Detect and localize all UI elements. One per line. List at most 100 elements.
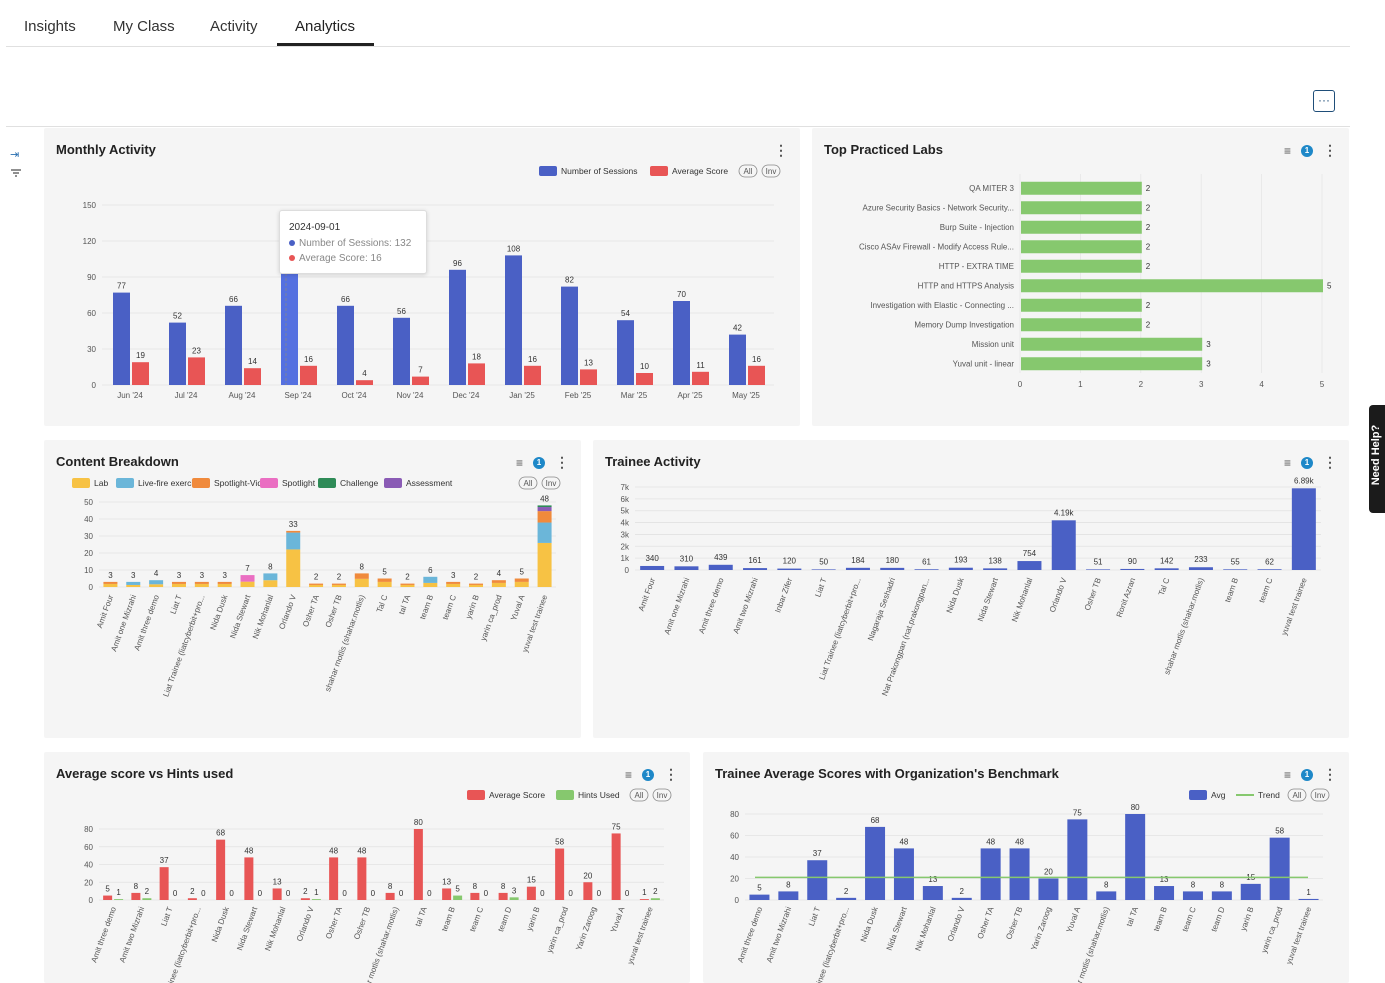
x-tick-label: Nida Stewart <box>976 576 1000 623</box>
more-options-button[interactable]: ··· <box>1313 90 1335 112</box>
tab-analytics[interactable]: Analytics <box>295 18 356 35</box>
y-tick-label: Azure Security Basics - Network Security… <box>863 203 1014 212</box>
legend-swatch <box>539 166 557 176</box>
y-tick-label: 60 <box>87 309 96 318</box>
y-tick-label: 30 <box>84 532 93 541</box>
x-tick-label: team B <box>440 906 457 933</box>
kebab-menu-icon[interactable]: ⋮ <box>1323 454 1337 470</box>
data-label: 13 <box>442 877 451 886</box>
data-label: 1 <box>314 888 319 897</box>
data-label: 8 <box>473 882 478 891</box>
y-tick-label: Memory Dump Investigation <box>914 320 1014 329</box>
legend-all-toggle <box>629 788 649 802</box>
card-title: Monthly Activity <box>56 142 156 157</box>
tooltip-score: Average Score: 16 <box>289 253 382 264</box>
x-tick-label: Orlando V <box>295 905 316 943</box>
content-segment <box>103 581 118 584</box>
data-label: 80 <box>1131 803 1140 812</box>
score-bar <box>413 829 423 900</box>
data-label: 5 <box>757 884 762 893</box>
data-label: 4 <box>497 569 502 578</box>
data-label: 4 <box>362 369 367 378</box>
filter-icon[interactable]: ≡ <box>1283 143 1291 158</box>
legend-label: Trend <box>1258 790 1280 800</box>
content-segment <box>537 511 552 523</box>
kebab-menu-icon[interactable]: ⋮ <box>555 454 569 470</box>
content-segment <box>377 581 392 587</box>
content-segment <box>400 583 415 585</box>
data-label: 3 <box>177 571 182 580</box>
divider <box>6 126 1350 127</box>
kebab-menu-icon[interactable]: ⋮ <box>1323 766 1337 782</box>
card-title: Average score vs Hints used <box>56 766 234 781</box>
x-tick-label: Liat T <box>813 577 828 599</box>
content-segment <box>537 505 552 508</box>
data-label: 2 <box>960 887 965 896</box>
data-label: 55 <box>1231 557 1240 566</box>
score-bar <box>300 898 310 900</box>
data-label: 2 <box>844 887 849 896</box>
legend-label: Number of Sessions <box>561 166 638 176</box>
tab-insights[interactable]: Insights <box>24 18 76 35</box>
score-bar <box>580 369 597 385</box>
filter-icon[interactable]: ≡ <box>515 455 523 470</box>
avg-bar <box>1182 891 1203 900</box>
x-tick-label: Amit three demo <box>697 576 726 635</box>
kebab-menu-icon[interactable]: ⋮ <box>1323 142 1337 158</box>
activity-bar <box>1086 569 1111 570</box>
legend-all-label: All <box>635 791 644 800</box>
avg-bar <box>1067 819 1088 900</box>
session-bar <box>673 301 690 385</box>
tab-my-class[interactable]: My Class <box>113 18 175 35</box>
activity-bar <box>1120 568 1145 570</box>
data-label: 180 <box>886 556 900 565</box>
x-tick-label: Nida Stewart <box>885 905 909 952</box>
data-label: 68 <box>871 816 880 825</box>
y-tick-label: 150 <box>83 201 97 210</box>
data-label: 340 <box>645 554 659 563</box>
tab-bar: Insights My Class Activity Analytics <box>6 0 1350 47</box>
data-label: 0 <box>427 889 432 898</box>
y-tick-label: 0 <box>735 896 740 905</box>
tab-activity[interactable]: Activity <box>210 18 258 35</box>
y-tick-label: QA MITER 3 <box>969 184 1014 193</box>
activity-bar <box>948 567 973 570</box>
x-tick-label: Nik Mohanlal <box>1010 576 1034 623</box>
data-label: 66 <box>229 295 238 304</box>
data-label: 2 <box>314 573 319 582</box>
x-tick-label: Mar '25 <box>621 391 648 400</box>
y-tick-label: 20 <box>84 549 93 558</box>
kebab-menu-icon[interactable]: ⋮ <box>774 142 788 158</box>
filter-icon[interactable]: ≡ <box>1283 767 1291 782</box>
x-tick-label: yarin ca_prod <box>545 906 570 955</box>
need-help-tab[interactable]: Need Help? <box>1369 405 1385 513</box>
x-tick-label: Amit three demo <box>89 905 118 964</box>
filter-count-badge: 1 <box>1301 144 1313 157</box>
filter-icon[interactable]: ≡ <box>1283 455 1291 470</box>
legend-all-label: All <box>744 167 753 176</box>
kebab-menu-icon[interactable]: ⋮ <box>664 766 678 782</box>
x-tick-label: Tal C <box>1157 576 1172 596</box>
x-tick-label: tal TA <box>397 593 413 616</box>
y-tick-label: 0 <box>89 583 94 592</box>
data-label: 2 <box>1146 223 1151 232</box>
session-bar <box>225 305 242 385</box>
filter-icon[interactable]: ≡ <box>624 767 632 782</box>
data-label: 2 <box>1146 301 1151 310</box>
legend-label: Spotlight-Video <box>214 478 272 488</box>
collapse-panel-icon[interactable]: ⇥ <box>10 149 20 161</box>
data-label: 0 <box>399 889 404 898</box>
filter-count-badge: 1 <box>1301 456 1313 469</box>
legend-all-label: All <box>1293 791 1302 800</box>
data-label: 5 <box>1327 281 1332 290</box>
data-label: 10 <box>640 362 649 371</box>
y-tick-label: 7k <box>621 483 630 492</box>
top-labs-chart: 0 1 2 3 4 5 QA MITER 3 2 Azure Security Basics -… <box>859 174 1332 389</box>
filter-icon[interactable] <box>10 168 22 181</box>
content-segment <box>377 578 392 582</box>
y-tick-label: Cisco ASAv Firewall - Modify Access Rule… <box>859 242 1014 251</box>
data-label: 5 <box>382 568 387 577</box>
legend-swatch <box>384 478 402 488</box>
data-label: 8 <box>1191 880 1196 889</box>
